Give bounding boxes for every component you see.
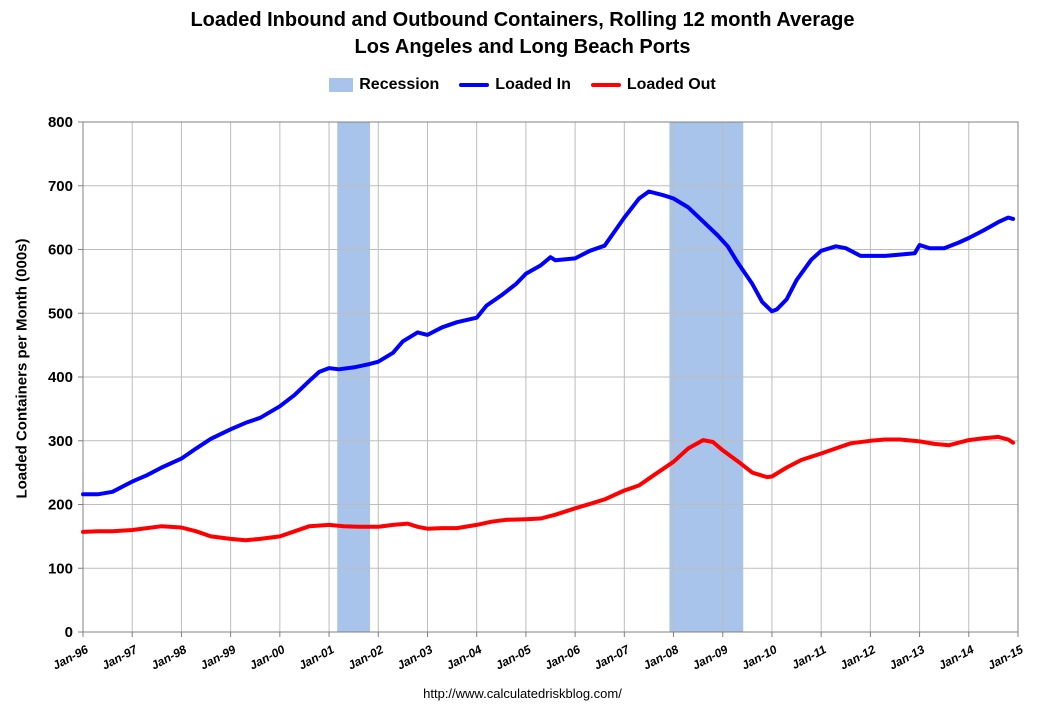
legend-label-recession: Recession — [359, 76, 440, 93]
x-tick-label-Jan-99: Jan-99 — [198, 642, 238, 672]
legend-label-loaded-out: Loaded Out — [626, 76, 716, 93]
x-tick-label-Jan-13: Jan-13 — [887, 642, 927, 672]
y-tick-label-100: 100 — [48, 560, 73, 577]
x-tick-label-Jan-98: Jan-98 — [149, 642, 189, 672]
x-tick-label-Jan-02: Jan-02 — [346, 642, 386, 672]
x-tick-label-Jan-97: Jan-97 — [99, 642, 140, 673]
x-tick-label-Jan-05: Jan-05 — [493, 642, 533, 672]
x-tick-label-Jan-00: Jan-00 — [247, 642, 287, 672]
legend-item-loaded-out: Loaded Out — [590, 76, 716, 94]
x-tick-label-Jan-09: Jan-09 — [690, 642, 730, 672]
chart-subtitle: Los Angeles and Long Beach Ports — [354, 36, 691, 58]
legend-label-loaded-in: Loaded In — [495, 76, 571, 93]
legend-swatch-recession — [329, 78, 354, 92]
x-tick-label-Jan-96: Jan-96 — [50, 642, 90, 672]
y-tick-label-500: 500 — [48, 305, 73, 322]
x-tick-label-Jan-08: Jan-08 — [641, 642, 681, 672]
legend-swatch-loaded-in — [459, 83, 490, 87]
legend-swatch-loaded-out — [590, 83, 621, 87]
y-tick-label-600: 600 — [48, 242, 73, 259]
y-tick-label-0: 0 — [65, 624, 73, 641]
x-tick-label-Jan-14: Jan-14 — [936, 642, 976, 672]
chart-legend: Recession Loaded In Loaded Out — [0, 76, 1045, 94]
y-tick-label-400: 400 — [48, 369, 73, 386]
series-line-loaded-in — [81, 189, 1016, 497]
y-tick-label-800: 800 — [48, 114, 73, 131]
plot-border — [82, 121, 1019, 633]
x-tick-label-Jan-06: Jan-06 — [542, 642, 582, 672]
x-tick-label-Jan-10: Jan-10 — [739, 642, 779, 672]
y-tick-label-700: 700 — [48, 178, 73, 195]
series-line-loaded-out — [81, 434, 1016, 543]
chart-title: Loaded Inbound and Outbound Containers, … — [190, 9, 855, 31]
legend-item-recession: Recession — [329, 76, 439, 94]
x-tick-label-Jan-04: Jan-04 — [444, 642, 484, 672]
x-tick-label-Jan-12: Jan-12 — [838, 642, 878, 672]
legend-item-loaded-in: Loaded In — [459, 76, 571, 94]
y-tick-label-200: 200 — [48, 497, 73, 514]
x-tick-label-Jan-03: Jan-03 — [395, 642, 435, 672]
y-tick-label-300: 300 — [48, 433, 73, 450]
x-tick-label-Jan-11: Jan-11 — [789, 642, 829, 672]
x-tick-label-Jan-15: Jan-15 — [985, 642, 1025, 672]
x-tick-label-Jan-07: Jan-07 — [592, 642, 633, 673]
x-tick-label-Jan-01: Jan-01 — [296, 642, 336, 672]
source-url: http://www.calculatedriskblog.com/ — [423, 686, 622, 701]
